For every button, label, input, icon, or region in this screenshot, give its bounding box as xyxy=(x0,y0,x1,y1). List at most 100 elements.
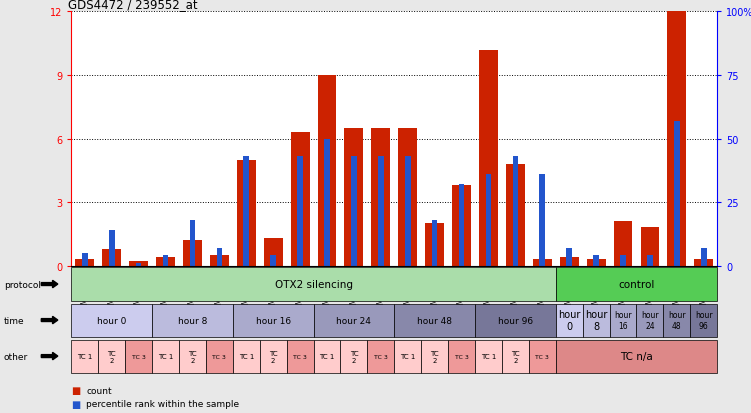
FancyBboxPatch shape xyxy=(556,340,717,373)
Text: percentile rank within the sample: percentile rank within the sample xyxy=(86,399,240,408)
Bar xyxy=(674,121,680,266)
FancyBboxPatch shape xyxy=(367,340,394,373)
FancyBboxPatch shape xyxy=(583,304,610,337)
Bar xyxy=(620,256,626,266)
FancyBboxPatch shape xyxy=(206,340,233,373)
Text: TC 3: TC 3 xyxy=(535,354,549,359)
FancyBboxPatch shape xyxy=(663,304,690,337)
Bar xyxy=(270,256,276,266)
Text: time: time xyxy=(4,316,24,325)
Bar xyxy=(216,248,222,266)
FancyBboxPatch shape xyxy=(637,304,663,337)
Text: TC
2: TC 2 xyxy=(269,350,277,363)
Bar xyxy=(533,260,552,266)
FancyBboxPatch shape xyxy=(71,304,152,337)
Bar xyxy=(695,260,713,266)
Bar xyxy=(318,76,336,266)
Text: hour 16: hour 16 xyxy=(255,316,291,325)
Bar xyxy=(183,241,202,266)
FancyBboxPatch shape xyxy=(233,304,314,337)
Text: TC 1: TC 1 xyxy=(77,353,92,359)
FancyBboxPatch shape xyxy=(71,268,556,301)
FancyBboxPatch shape xyxy=(287,340,314,373)
Bar xyxy=(479,50,498,266)
Bar xyxy=(425,224,444,266)
Text: TC
2: TC 2 xyxy=(107,350,116,363)
Bar xyxy=(243,157,249,266)
FancyBboxPatch shape xyxy=(314,340,340,373)
Text: count: count xyxy=(86,386,112,395)
Text: hour 8: hour 8 xyxy=(178,316,207,325)
FancyBboxPatch shape xyxy=(502,340,529,373)
Text: hour
0: hour 0 xyxy=(558,309,581,331)
Bar xyxy=(264,238,282,266)
FancyBboxPatch shape xyxy=(556,268,717,301)
Bar xyxy=(512,157,518,266)
Text: hour
96: hour 96 xyxy=(695,311,713,330)
Bar xyxy=(324,139,330,266)
Bar xyxy=(398,128,417,266)
FancyBboxPatch shape xyxy=(448,340,475,373)
Text: TC 1: TC 1 xyxy=(481,353,496,359)
Text: hour 48: hour 48 xyxy=(417,316,452,325)
Bar xyxy=(351,157,357,266)
Bar xyxy=(129,262,148,266)
FancyBboxPatch shape xyxy=(152,304,233,337)
Bar xyxy=(486,175,491,266)
Bar xyxy=(701,248,707,266)
Text: TC 1: TC 1 xyxy=(400,353,415,359)
Text: TC
2: TC 2 xyxy=(189,350,197,363)
Bar xyxy=(566,248,572,266)
FancyBboxPatch shape xyxy=(179,340,206,373)
Bar xyxy=(405,157,411,266)
Text: TC
2: TC 2 xyxy=(511,350,520,363)
FancyBboxPatch shape xyxy=(340,340,367,373)
FancyBboxPatch shape xyxy=(475,304,556,337)
Text: hour
24: hour 24 xyxy=(641,311,659,330)
Text: TC 3: TC 3 xyxy=(374,354,388,359)
FancyBboxPatch shape xyxy=(71,340,98,373)
Bar xyxy=(559,258,578,266)
FancyBboxPatch shape xyxy=(260,340,287,373)
Bar xyxy=(291,133,309,266)
Bar xyxy=(641,228,659,266)
FancyBboxPatch shape xyxy=(556,304,583,337)
FancyBboxPatch shape xyxy=(314,304,394,337)
Text: TC 3: TC 3 xyxy=(454,354,469,359)
Bar xyxy=(372,128,391,266)
Bar xyxy=(136,263,141,266)
FancyBboxPatch shape xyxy=(394,340,421,373)
Bar xyxy=(378,157,384,266)
FancyBboxPatch shape xyxy=(421,340,448,373)
Text: ■: ■ xyxy=(71,385,80,395)
Text: TC n/a: TC n/a xyxy=(620,351,653,361)
Bar xyxy=(109,230,115,266)
Text: hour
48: hour 48 xyxy=(668,311,686,330)
Text: TC 3: TC 3 xyxy=(213,354,226,359)
Text: other: other xyxy=(4,352,28,361)
Bar xyxy=(452,186,471,266)
FancyBboxPatch shape xyxy=(610,304,637,337)
FancyBboxPatch shape xyxy=(394,304,475,337)
Bar xyxy=(647,256,653,266)
Text: GDS4472 / 239552_at: GDS4472 / 239552_at xyxy=(68,0,198,11)
Bar xyxy=(156,258,175,266)
Text: hour 96: hour 96 xyxy=(498,316,533,325)
Bar xyxy=(593,256,599,266)
Text: hour 0: hour 0 xyxy=(97,316,126,325)
FancyBboxPatch shape xyxy=(475,340,502,373)
Text: ■: ■ xyxy=(71,399,80,409)
FancyBboxPatch shape xyxy=(98,340,125,373)
Bar xyxy=(237,160,255,266)
FancyBboxPatch shape xyxy=(125,340,152,373)
Bar xyxy=(102,249,121,266)
FancyBboxPatch shape xyxy=(529,340,556,373)
Bar xyxy=(432,220,438,266)
Bar xyxy=(189,220,195,266)
Text: hour
8: hour 8 xyxy=(585,309,608,331)
Bar xyxy=(587,260,605,266)
FancyBboxPatch shape xyxy=(690,304,717,337)
Bar xyxy=(459,185,464,266)
Text: hour
16: hour 16 xyxy=(614,311,632,330)
FancyBboxPatch shape xyxy=(152,340,179,373)
